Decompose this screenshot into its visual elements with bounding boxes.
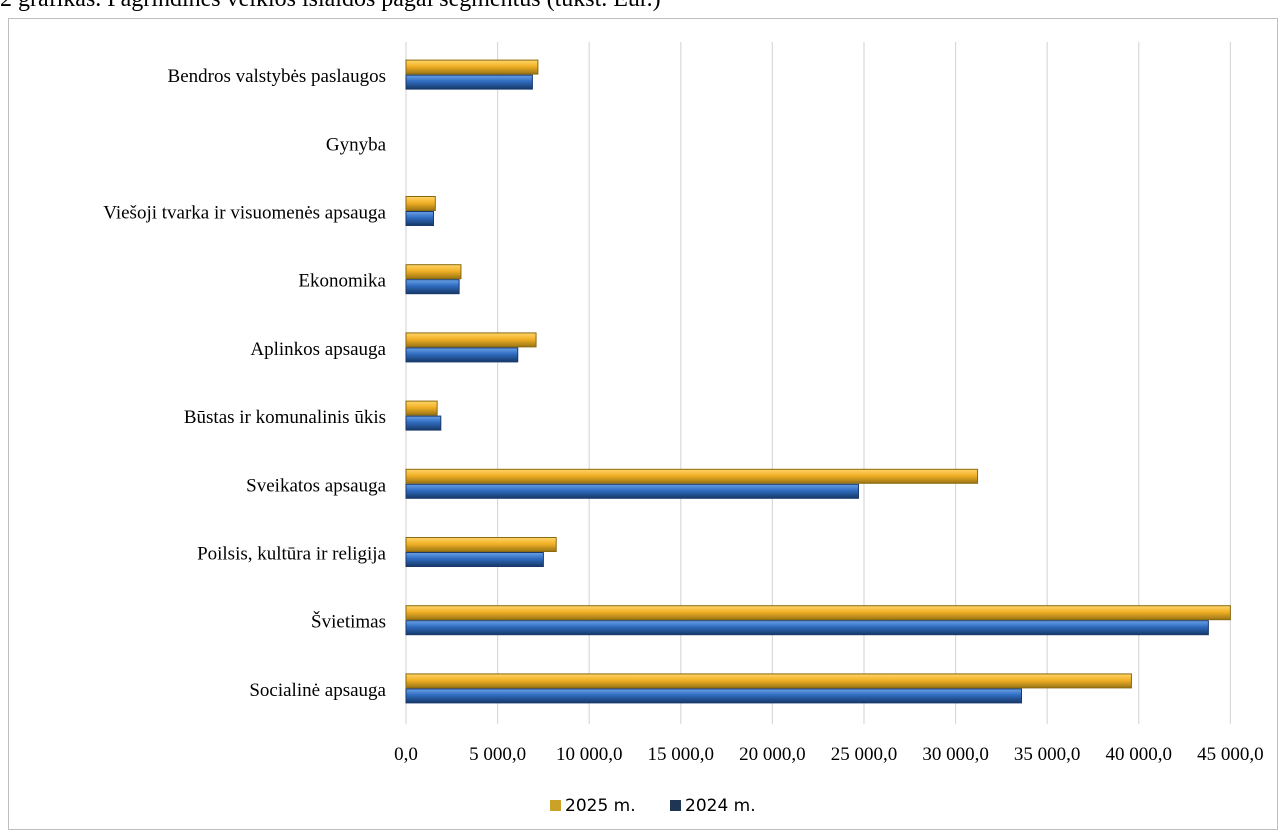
bar-2024 <box>405 74 533 90</box>
x-tick-labels: 0,0 5 000,0 10 000,0 15 000,0 20 000,0 25 000… <box>394 744 1263 765</box>
bar-2024 <box>405 552 544 567</box>
bar-2024 <box>405 483 859 499</box>
x-tick-label: 30 000,0 <box>922 744 989 765</box>
bar-2025 <box>405 332 537 348</box>
chart-title: 2 grafikas. Pagrindinės veiklos išlaidos… <box>0 0 661 13</box>
category-label: Poilsis, kultūra ir religija <box>197 544 386 565</box>
x-tick-label: 45 000,0 <box>1197 744 1264 765</box>
x-tick-label: 0,0 <box>394 744 418 765</box>
legend-label: 2024 m. <box>685 796 756 816</box>
category-label: Bendros valstybės paslaugos <box>168 66 386 87</box>
legend: 2025 m. 2024 m. <box>550 796 756 816</box>
x-tick-label: 35 000,0 <box>1014 744 1081 765</box>
category-label: Būstas ir komunalinis ūkis <box>184 407 386 428</box>
bar-2024 <box>405 347 519 363</box>
bar-2025 <box>405 59 539 75</box>
category-label: Švietimas <box>311 611 386 633</box>
category-label: Aplinkos apsauga <box>250 339 386 360</box>
x-tick-label: 5 000,0 <box>469 744 526 765</box>
category-labels: Bendros valstybės paslaugos Gynyba Viešoji… <box>103 66 386 701</box>
category-label: Socialinė apsauga <box>249 680 386 701</box>
bar-2025 <box>405 468 979 484</box>
x-tick-label: 15 000,0 <box>648 744 715 765</box>
bars <box>405 59 1231 704</box>
x-tick-label: 20 000,0 <box>739 744 806 765</box>
x-tick-label: 10 000,0 <box>556 744 623 765</box>
bar-2025 <box>405 673 1132 689</box>
legend-swatch <box>550 800 561 811</box>
legend-swatch <box>670 800 681 811</box>
category-label: Ekonomika <box>298 271 386 292</box>
x-tick-label: 25 000,0 <box>831 744 898 765</box>
x-tick-label: 40 000,0 <box>1106 744 1173 765</box>
bar-2025 <box>405 196 436 211</box>
category-label: Gynyba <box>326 134 387 155</box>
bar-2024 <box>405 415 442 431</box>
category-label: Sveikatos apsauga <box>246 475 386 496</box>
bar-2024 <box>405 688 1023 704</box>
bar-2025 <box>405 605 1231 621</box>
category-label: Viešoji tvarka ir visuomenės apsauga <box>103 203 386 224</box>
bar-2025 <box>405 400 438 416</box>
bar-2024 <box>405 279 460 295</box>
bar-2025 <box>405 264 462 280</box>
bar-2024 <box>405 211 434 226</box>
legend-label: 2025 m. <box>565 796 636 816</box>
bar-2025 <box>405 537 557 552</box>
bar-2024 <box>405 620 1209 636</box>
